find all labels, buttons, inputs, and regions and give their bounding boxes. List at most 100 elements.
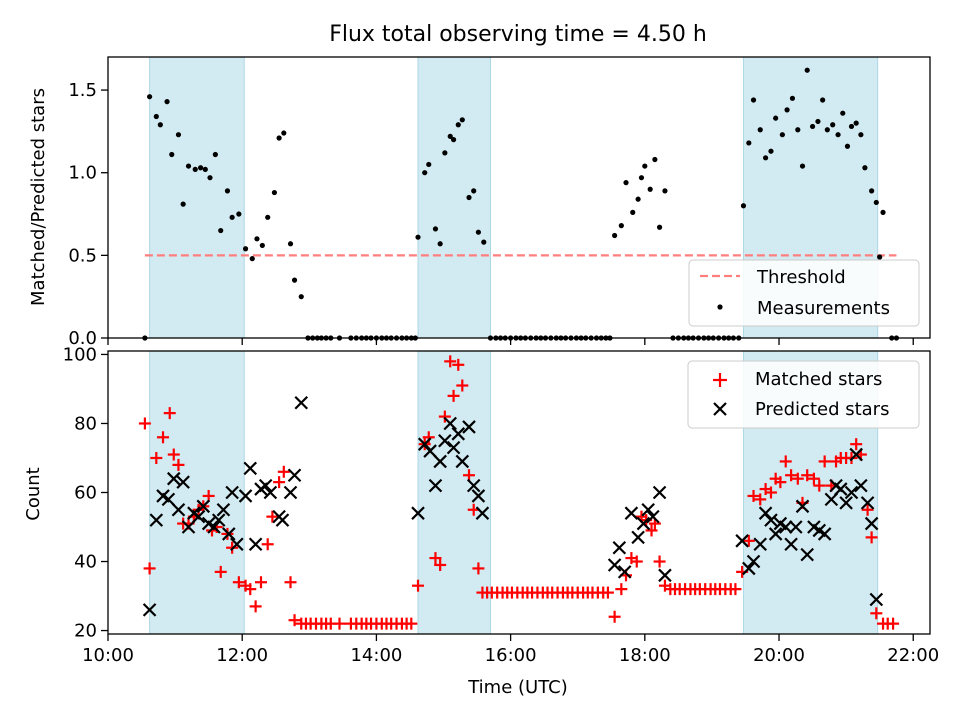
measurement-point [740,203,747,209]
measurement-point [224,188,231,194]
legend-matched-label: Matched stars [755,369,882,390]
measurement-point [768,148,774,154]
matched-stars-point [615,583,628,596]
measurement-point [880,209,886,215]
matched-stars-point [261,538,274,551]
measurement-point [185,163,192,169]
matched-stars-point [244,583,257,596]
measurement-point [750,97,757,103]
matched-stars-point [266,510,279,523]
matched-stars-point [273,476,286,489]
observing-window [149,350,245,635]
x-tick-label: 10:00 [82,645,134,666]
predicted-stars-point [258,478,273,493]
measurement-point [147,94,153,100]
y-tick-label: 1.5 [68,80,97,101]
measurement-point [844,143,851,149]
measurement-point [623,180,629,186]
matched-stars-point [172,458,185,471]
measurement-point [207,175,213,181]
top-y-axis-label: Matched/Predicted stars [28,88,49,306]
measurement-point [773,115,779,121]
measurement-point [229,214,235,220]
matched-stars-point [167,448,180,461]
measurement-point [180,201,186,207]
measurement-point [475,229,482,235]
predicted-stars-series [142,395,884,617]
measurement-point [202,166,208,172]
predicted-stars-point [795,499,810,514]
measurement-point [824,127,830,133]
matched-stars-point [861,503,874,516]
predicted-stars-point [636,516,651,531]
matched-stars-point [456,379,469,392]
predicted-stars-point [423,444,437,458]
y-tick-label: 20 [74,621,97,642]
bottom-x-axis-ticks: 10:00 12:00 14:00 16:00 18:00 20:00 22:00 [82,634,939,666]
predicted-stars-point [652,485,667,500]
x-tick-label: 12:00 [216,645,268,666]
predicted-stars-point [784,537,798,552]
predicted-stars-point [658,568,672,583]
measurement-point [175,132,182,138]
measurement-point [442,150,448,156]
predicted-stars-point [860,496,875,510]
measurement-point [164,99,170,105]
matched-stars-point [254,576,267,589]
matched-stars-point [742,534,755,547]
matched-stars-point [774,476,787,489]
measurement-point [271,189,278,196]
predicted-stars-point [230,537,244,552]
predicted-stars-point [612,540,627,555]
measurement-point [656,224,663,230]
predicted-stars-point [778,520,793,534]
predicted-stars-point [443,416,457,431]
predicted-stars-point [475,506,490,520]
matched-stars-point [865,531,878,544]
measurement-point [432,226,439,232]
legend-predicted-label: Predicted stars [755,399,889,420]
measurement-point [652,156,658,163]
matched-stars-point [729,583,742,596]
y-tick-label: 100 [63,344,97,365]
predicted-stars-point [631,530,645,545]
predicted-stars-point [411,506,425,520]
measurement-point [840,110,846,116]
legend-threshold-label: Threshold [756,267,846,288]
predicted-stars-point [166,471,181,486]
measurement-point [455,122,461,128]
measurement-point [287,241,294,247]
measurement-point [192,166,198,172]
measurement-point [437,241,443,247]
matched-stars-point [143,562,156,575]
measurement-point [153,113,159,120]
predicted-stars-point [833,482,848,496]
matched-stars-point [444,355,457,368]
measurement-point [848,123,855,130]
measurement-point [820,97,826,103]
measurement-point [459,117,465,123]
predicted-stars-point [243,461,258,476]
predicted-stars-point [222,527,236,541]
observing-window [417,56,491,339]
matched-stars-point [785,469,798,482]
matched-stars-point [791,472,804,485]
matched-stars-point [232,576,245,589]
bottom-y-axis-label: Count [23,467,44,520]
bottom-legend-box [687,360,920,429]
measurement-point [858,132,864,138]
top-panel: 0.0 0.5 1.0 1.5 Matched/Predicted stars Thr… [28,56,931,349]
measurement-point [809,123,816,130]
matched-stars-point [807,472,820,485]
measurement-point [466,194,472,201]
y-tick-label: 80 [74,413,97,434]
predicted-stars-point [849,447,863,462]
matched-stars-point [463,469,476,482]
measurement-point [612,232,618,239]
predicted-stars-point [225,485,239,500]
matched-stars-point [277,465,290,478]
predicted-stars-point [869,592,884,607]
measurement-point [249,256,255,262]
measurement-point [779,132,785,138]
measurement-point [795,127,801,133]
